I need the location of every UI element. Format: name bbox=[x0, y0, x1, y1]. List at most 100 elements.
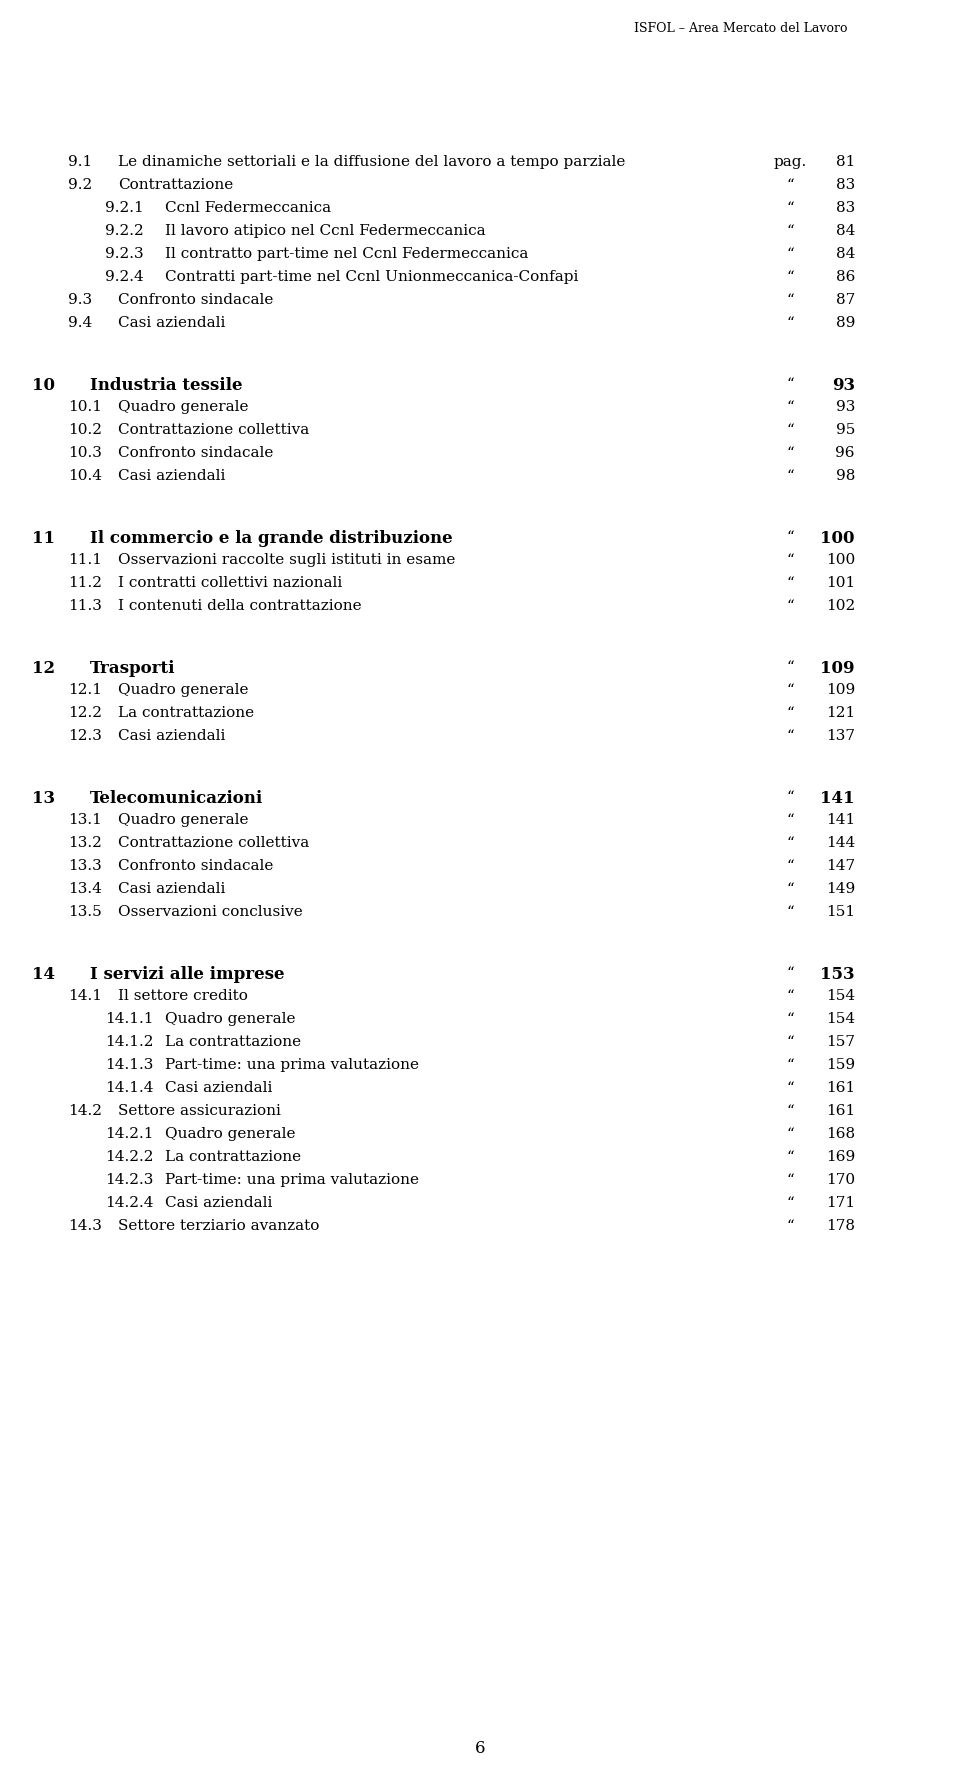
Text: “: “ bbox=[786, 684, 794, 698]
Text: 9.2.4: 9.2.4 bbox=[105, 269, 144, 283]
Text: 13: 13 bbox=[32, 790, 55, 808]
Text: “: “ bbox=[786, 1080, 794, 1094]
Text: 89: 89 bbox=[835, 315, 855, 329]
Text: pag.: pag. bbox=[774, 156, 806, 168]
Text: 168: 168 bbox=[826, 1126, 855, 1141]
Text: 13.3: 13.3 bbox=[68, 859, 102, 873]
Text: 9.2.3: 9.2.3 bbox=[105, 246, 144, 260]
Text: Settore assicurazioni: Settore assicurazioni bbox=[118, 1103, 281, 1118]
Text: Quadro generale: Quadro generale bbox=[165, 1011, 296, 1025]
Text: Contrattazione: Contrattazione bbox=[118, 179, 233, 191]
Text: 14.3: 14.3 bbox=[68, 1218, 102, 1233]
Text: 10.3: 10.3 bbox=[68, 446, 102, 460]
Text: 93: 93 bbox=[835, 400, 855, 414]
Text: I contenuti della contrattazione: I contenuti della contrattazione bbox=[118, 599, 362, 613]
Text: “: “ bbox=[786, 553, 794, 567]
Text: Il contratto part-time nel Ccnl Federmeccanica: Il contratto part-time nel Ccnl Federmec… bbox=[165, 246, 528, 260]
Text: Contratti part-time nel Ccnl Unionmeccanica-Confapi: Contratti part-time nel Ccnl Unionmeccan… bbox=[165, 269, 578, 283]
Text: Trasporti: Trasporti bbox=[90, 661, 176, 677]
Text: 11.3: 11.3 bbox=[68, 599, 102, 613]
Text: 13.5: 13.5 bbox=[68, 905, 102, 919]
Text: 14.1.4: 14.1.4 bbox=[105, 1080, 154, 1094]
Text: 100: 100 bbox=[821, 530, 855, 547]
Text: “: “ bbox=[786, 661, 794, 675]
Text: “: “ bbox=[786, 1057, 794, 1071]
Text: 98: 98 bbox=[835, 469, 855, 483]
Text: Il settore credito: Il settore credito bbox=[118, 988, 248, 1002]
Text: 161: 161 bbox=[826, 1080, 855, 1094]
Text: Casi aziendali: Casi aziendali bbox=[118, 469, 226, 483]
Text: “: “ bbox=[786, 246, 794, 260]
Text: 96: 96 bbox=[835, 446, 855, 460]
Text: 81: 81 bbox=[835, 156, 855, 168]
Text: Casi aziendali: Casi aziendali bbox=[118, 315, 226, 329]
Text: “: “ bbox=[786, 905, 794, 919]
Text: I servizi alle imprese: I servizi alle imprese bbox=[90, 965, 284, 983]
Text: “: “ bbox=[786, 813, 794, 827]
Text: Contrattazione collettiva: Contrattazione collettiva bbox=[118, 836, 309, 850]
Text: I contratti collettivi nazionali: I contratti collettivi nazionali bbox=[118, 576, 343, 590]
Text: 93: 93 bbox=[832, 377, 855, 393]
Text: 102: 102 bbox=[826, 599, 855, 613]
Text: 151: 151 bbox=[826, 905, 855, 919]
Text: Part-time: una prima valutazione: Part-time: una prima valutazione bbox=[165, 1172, 419, 1187]
Text: 14.2.1: 14.2.1 bbox=[105, 1126, 154, 1141]
Text: Il commercio e la grande distribuzione: Il commercio e la grande distribuzione bbox=[90, 530, 452, 547]
Text: 14.2.4: 14.2.4 bbox=[105, 1195, 154, 1210]
Text: 161: 161 bbox=[826, 1103, 855, 1118]
Text: 9.1: 9.1 bbox=[68, 156, 92, 168]
Text: La contrattazione: La contrattazione bbox=[165, 1149, 301, 1164]
Text: Ccnl Federmeccanica: Ccnl Federmeccanica bbox=[165, 200, 331, 214]
Text: “: “ bbox=[786, 1149, 794, 1164]
Text: 6: 6 bbox=[475, 1739, 485, 1757]
Text: “: “ bbox=[786, 988, 794, 1002]
Text: 9.2.1: 9.2.1 bbox=[105, 200, 144, 214]
Text: 153: 153 bbox=[821, 965, 855, 983]
Text: “: “ bbox=[786, 423, 794, 437]
Text: 109: 109 bbox=[826, 684, 855, 698]
Text: Casi aziendali: Casi aziendali bbox=[118, 882, 226, 896]
Text: 84: 84 bbox=[835, 223, 855, 237]
Text: “: “ bbox=[786, 179, 794, 191]
Text: 159: 159 bbox=[826, 1057, 855, 1071]
Text: 14.2.3: 14.2.3 bbox=[105, 1172, 154, 1187]
Text: 157: 157 bbox=[826, 1034, 855, 1048]
Text: 14.2.2: 14.2.2 bbox=[105, 1149, 154, 1164]
Text: 12: 12 bbox=[32, 661, 55, 677]
Text: 84: 84 bbox=[835, 246, 855, 260]
Text: 87: 87 bbox=[836, 292, 855, 306]
Text: “: “ bbox=[786, 292, 794, 306]
Text: 147: 147 bbox=[826, 859, 855, 873]
Text: 83: 83 bbox=[836, 179, 855, 191]
Text: Contrattazione collettiva: Contrattazione collettiva bbox=[118, 423, 309, 437]
Text: Osservazioni conclusive: Osservazioni conclusive bbox=[118, 905, 302, 919]
Text: 9.2.2: 9.2.2 bbox=[105, 223, 144, 237]
Text: “: “ bbox=[786, 576, 794, 590]
Text: “: “ bbox=[786, 200, 794, 214]
Text: Casi aziendali: Casi aziendali bbox=[165, 1080, 273, 1094]
Text: “: “ bbox=[786, 1172, 794, 1187]
Text: 14.1.3: 14.1.3 bbox=[105, 1057, 154, 1071]
Text: Telecomunicazioni: Telecomunicazioni bbox=[90, 790, 263, 808]
Text: 11.1: 11.1 bbox=[68, 553, 102, 567]
Text: 12.1: 12.1 bbox=[68, 684, 102, 698]
Text: “: “ bbox=[786, 446, 794, 460]
Text: ISFOL – Area Mercato del Lavoro: ISFOL – Area Mercato del Lavoro bbox=[635, 21, 848, 35]
Text: 9.2: 9.2 bbox=[68, 179, 92, 191]
Text: Part-time: una prima valutazione: Part-time: una prima valutazione bbox=[165, 1057, 419, 1071]
Text: 11.2: 11.2 bbox=[68, 576, 102, 590]
Text: 14: 14 bbox=[32, 965, 55, 983]
Text: Casi aziendali: Casi aziendali bbox=[165, 1195, 273, 1210]
Text: “: “ bbox=[786, 530, 794, 544]
Text: 11: 11 bbox=[32, 530, 55, 547]
Text: 137: 137 bbox=[826, 730, 855, 744]
Text: Il lavoro atipico nel Ccnl Federmeccanica: Il lavoro atipico nel Ccnl Federmeccanic… bbox=[165, 223, 486, 237]
Text: 12.3: 12.3 bbox=[68, 730, 102, 744]
Text: “: “ bbox=[786, 377, 794, 391]
Text: “: “ bbox=[786, 1126, 794, 1141]
Text: Quadro generale: Quadro generale bbox=[118, 400, 249, 414]
Text: “: “ bbox=[786, 730, 794, 744]
Text: “: “ bbox=[786, 400, 794, 414]
Text: 171: 171 bbox=[826, 1195, 855, 1210]
Text: Quadro generale: Quadro generale bbox=[165, 1126, 296, 1141]
